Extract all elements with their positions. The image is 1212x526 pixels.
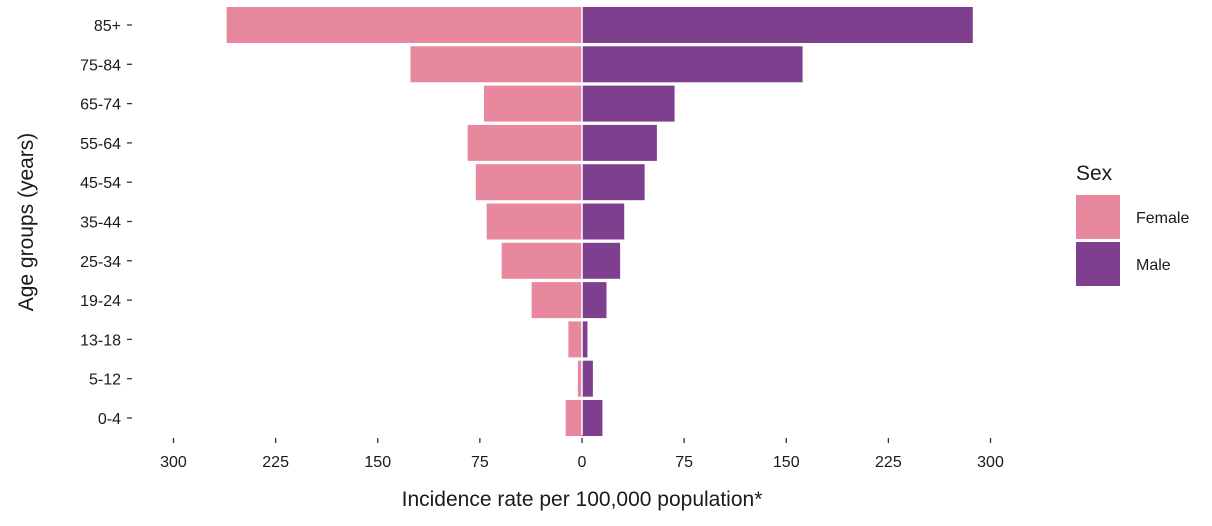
- bar-female-0-4: [565, 400, 582, 436]
- y-tick-label: 19-24: [80, 293, 121, 310]
- y-tick-label: 85+: [94, 18, 121, 35]
- female-series-bars: [226, 7, 582, 436]
- bar-male-55-64: [582, 124, 657, 161]
- legend-swatch-male: [1076, 242, 1120, 286]
- y-tick-label: 75-84: [80, 57, 121, 74]
- x-axis: 300 225 150 75 0 75 150 225 300: [160, 438, 1004, 471]
- y-tick-label: 35-44: [80, 215, 121, 232]
- x-tick-label: 300: [977, 454, 1004, 471]
- bar-female-5-12: [577, 360, 582, 397]
- bar-male-19-24: [582, 282, 607, 319]
- legend-label-male: Male: [1136, 257, 1171, 274]
- x-tick-label: 225: [262, 454, 289, 471]
- bar-female-35-44: [486, 203, 582, 240]
- bar-male-5-12: [582, 360, 593, 397]
- x-tick-label: 150: [364, 454, 391, 471]
- bar-male-0-4: [582, 400, 603, 436]
- bar-male-85+: [582, 7, 973, 43]
- y-tick-label: 5-12: [89, 372, 121, 389]
- x-tick-label: 75: [675, 454, 693, 471]
- bar-female-19-24: [531, 282, 582, 319]
- x-tick-label: 300: [160, 454, 187, 471]
- y-axis-title: Age groups (years): [15, 133, 38, 312]
- bar-male-65-74: [582, 85, 675, 122]
- y-tick-label: 45-54: [80, 175, 121, 192]
- x-tick-label: 225: [875, 454, 902, 471]
- bar-male-25-34: [582, 242, 621, 279]
- bar-female-75-84: [410, 46, 582, 83]
- bar-female-65-74: [483, 85, 582, 122]
- x-tick-label: 75: [471, 454, 489, 471]
- bar-male-75-84: [582, 46, 803, 83]
- y-tick-label: 55-64: [80, 136, 121, 153]
- male-series-bars: [582, 7, 973, 436]
- y-tick-label: 0-4: [98, 411, 121, 428]
- legend: Sex Female Male: [1076, 162, 1189, 286]
- y-tick-label: 13-18: [80, 332, 121, 349]
- bar-female-45-54: [475, 164, 582, 201]
- bar-female-85+: [226, 7, 582, 43]
- x-tick-label: 0: [578, 454, 587, 471]
- bar-female-25-34: [501, 242, 582, 279]
- legend-swatch-female: [1076, 195, 1120, 239]
- bar-female-55-64: [467, 124, 582, 161]
- legend-title: Sex: [1076, 162, 1113, 185]
- legend-label-female: Female: [1136, 210, 1189, 227]
- x-tick-label: 150: [773, 454, 800, 471]
- y-tick-label: 65-74: [80, 97, 121, 114]
- y-axis: 85+ 75-84 65-74 55-64 45-54 35-44 25-34 19-24 13…: [80, 5, 583, 435]
- bar-male-13-18: [582, 321, 588, 358]
- y-tick-label: 25-34: [80, 254, 121, 271]
- bar-female-13-18: [568, 321, 582, 358]
- x-axis-title: Incidence rate per 100,000 population*: [402, 488, 763, 511]
- bar-male-45-54: [582, 164, 645, 201]
- bar-male-35-44: [582, 203, 625, 240]
